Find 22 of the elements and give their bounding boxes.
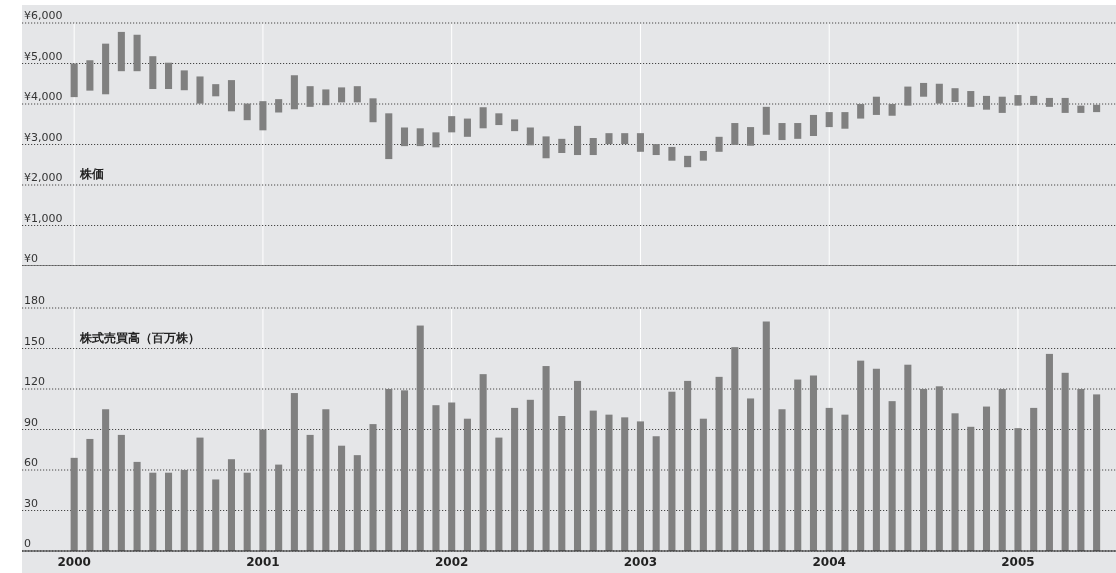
x-tick-label: 2000 [57,555,91,569]
y-tick-label: 180 [24,294,45,307]
y-tick-label: 90 [24,415,38,429]
y-tick-label: ¥4,000 [24,90,63,103]
y-tick-label: ¥0 [24,252,38,265]
y-tick-label: ¥2,000 [24,171,63,184]
y-tick-label: 0 [24,537,31,550]
x-tick-label: 2004 [812,555,846,569]
y-tick-label: 60 [24,456,38,469]
x-tick-label: 2003 [623,555,658,569]
y-tick-label: 30 [24,496,38,510]
x-tick-label: 2005 [1001,555,1035,569]
y-axis-title: 株価 [79,167,104,181]
y-tick-label: 120 [24,375,45,388]
y-tick-label: ¥5,000 [24,49,63,63]
y-tick-label: 150 [24,334,45,348]
x-tick-label: 2002 [434,555,469,569]
y-axis-title: 株式売買高（百万株） [79,331,200,345]
y-tick-label: ¥1,000 [24,211,63,225]
y-tick-label: ¥3,000 [24,130,63,144]
x-tick-label: 2001 [246,555,280,569]
y-tick-label: ¥6,000 [24,9,63,22]
